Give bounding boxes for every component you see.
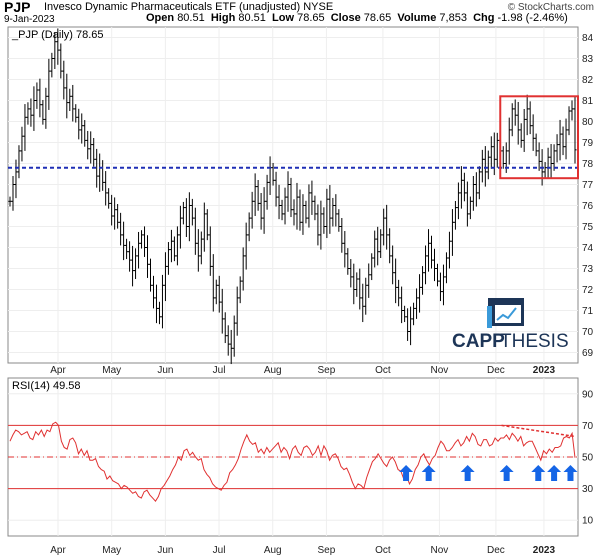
rsi-month-label: Oct <box>375 545 391 556</box>
rsi-trendline <box>501 424 576 438</box>
price-month-label: Sep <box>318 365 336 376</box>
price-month-label: Jul <box>213 365 226 376</box>
price-tick-label: 79 <box>582 138 594 149</box>
buy-signal-arrow-icon <box>563 465 578 481</box>
rsi-month-label: Jul <box>213 545 226 556</box>
price-month-label: Jun <box>157 365 173 376</box>
logo-text-thesis: THESIS <box>500 331 569 352</box>
rsi-month-label: Aug <box>264 545 282 556</box>
price-tick-label: 76 <box>582 201 594 212</box>
price-tick-label: 80 <box>582 117 594 128</box>
chg-value: -1.98 (-2.46%) <box>497 12 568 24</box>
rsi-month-label: May <box>102 545 121 556</box>
high-value: 80.51 <box>238 12 266 24</box>
close-value: 78.65 <box>363 12 392 24</box>
price-tick-label: 69 <box>582 348 594 359</box>
high-label: High <box>210 12 236 24</box>
price-panel-frame <box>7 26 579 364</box>
price-month-label: Dec <box>487 365 505 376</box>
price-tick-label: 75 <box>582 222 594 233</box>
rsi-month-label: Jun <box>157 545 173 556</box>
price-tick-label: 70 <box>582 327 594 338</box>
rsi-month-label: Dec <box>487 545 505 556</box>
price-tick-label: 74 <box>582 243 594 254</box>
chg-label: Chg <box>473 12 495 24</box>
price-month-label: Apr <box>50 365 66 376</box>
price-tick-label: 84 <box>582 33 594 44</box>
highlight-box <box>499 95 580 180</box>
rsi-tick-label: 30 <box>582 484 594 495</box>
exchange-name: NYSE <box>303 1 334 13</box>
price-tick-label: 71 <box>582 306 594 317</box>
security-name: Invesco Dynamic Pharmaceuticals ETF (una… <box>44 1 301 13</box>
price-month-label: Nov <box>431 365 449 376</box>
buy-signal-arrow-icon <box>460 465 475 481</box>
price-tick-label: 72 <box>582 285 594 296</box>
price-month-label: Oct <box>375 365 391 376</box>
volume-label: Volume <box>397 12 437 24</box>
logo-text-capp: CAPP <box>452 331 505 352</box>
price-tick-label: 81 <box>582 96 594 107</box>
symbol-title: PJP <box>4 0 30 15</box>
open-value: 80.51 <box>177 12 205 24</box>
price-month-label: May <box>102 365 121 376</box>
price-tick-label: 78 <box>582 159 594 170</box>
rsi-line <box>9 421 576 503</box>
close-label: Close <box>330 12 361 24</box>
price-month-label: Aug <box>264 365 282 376</box>
buy-signal-arrow-icon <box>421 465 436 481</box>
rsi-tick-label: 90 <box>582 389 594 400</box>
rsi-month-label: Sep <box>318 545 336 556</box>
price-legend: _PJP (Daily) 78.65 <box>11 29 104 41</box>
low-label: Low <box>272 12 295 24</box>
symbol-text: PJP <box>4 0 31 15</box>
rsi-tick-label: 50 <box>582 453 594 464</box>
buy-signal-arrow-icon <box>499 465 514 481</box>
price-tick-label: 73 <box>582 264 594 275</box>
security-name-line: Invesco Dynamic Pharmaceuticals ETF (una… <box>44 1 333 13</box>
volume-value: 7,853 <box>439 12 467 24</box>
source-credit: © StockCharts.com <box>507 2 594 13</box>
rsi-month-label: 2023 <box>533 545 556 556</box>
buy-signal-arrow-icon <box>531 465 546 481</box>
buy-signal-arrow-icon <box>399 465 414 481</box>
price-month-label: 2023 <box>533 365 556 376</box>
quote-date: 9-Jan-2023 <box>4 14 55 25</box>
rsi-tick-label: 10 <box>582 516 594 527</box>
low-value: 78.65 <box>297 12 325 24</box>
rsi-legend: RSI(14) 49.58 <box>12 380 80 392</box>
logo-mark-icon <box>487 298 524 328</box>
quote-stats: Open 80.51 High 80.51 Low 78.65 Close 78… <box>146 12 568 24</box>
capp-thesis-logo: CAPP THESIS <box>452 298 569 352</box>
price-tick-label: 83 <box>582 54 594 65</box>
buy-signal-arrow-icon <box>547 465 562 481</box>
rsi-month-label: Nov <box>431 545 449 556</box>
open-label: Open <box>146 12 175 24</box>
rsi-tick-label: 70 <box>582 421 594 432</box>
price-tick-label: 82 <box>582 75 594 86</box>
rsi-month-label: Apr <box>50 545 66 556</box>
price-tick-label: 77 <box>582 180 594 191</box>
